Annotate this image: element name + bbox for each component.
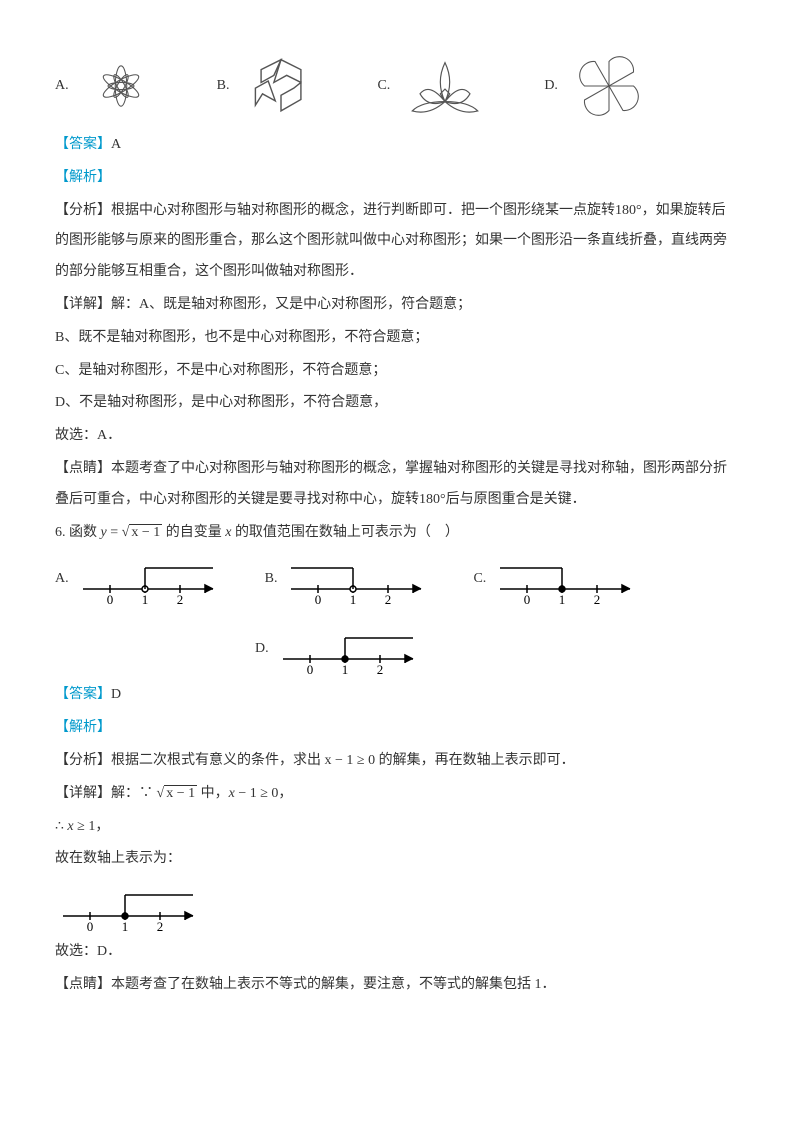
q6-answer: 【答案】D [55, 680, 739, 711]
svg-text:0: 0 [524, 592, 531, 604]
q5-fenxi: 【分析】根据中心对称图形与轴对称图形的概念，进行判断即可．把一个图形绕某一点旋转… [55, 196, 739, 288]
q5-option-B: B. [217, 54, 318, 118]
q5-option-C: C. [377, 54, 484, 118]
q5-lineB: B、既不是轴对称图形，也不是中心对称图形，不符合题意； [55, 323, 739, 354]
option-label: D. [255, 634, 269, 665]
option-label: D. [544, 71, 558, 102]
q6-options: A. 0 1 2 B. 0 1 2 [55, 554, 739, 674]
answer-label: 【答案】 [55, 137, 111, 152]
numberline-A-icon: 0 1 2 [75, 554, 225, 604]
q6-solution-numberline: 0 1 2 [55, 881, 739, 931]
q5-xiangjie: 【详解】解：A、既是轴对称图形，又是中心对称图形，符合题意； [55, 290, 739, 321]
q5-dianjing: 【点睛】本题考查了中心对称图形与轴对称图形的概念，掌握轴对称图形的关键是寻找对称… [55, 454, 739, 516]
flower-icon [85, 50, 157, 122]
q6-guxuan: 故选：D． [55, 937, 739, 968]
svg-text:0: 0 [106, 592, 113, 604]
q6-option-B: B. 0 1 2 [265, 554, 434, 604]
q5-guxuan: 故选：A． [55, 421, 739, 452]
svg-text:0: 0 [87, 919, 94, 931]
svg-text:1: 1 [341, 662, 348, 674]
svg-text:1: 1 [122, 919, 129, 931]
option-label: A. [55, 71, 69, 102]
q6-numline-text: 故在数轴上表示为： [55, 844, 739, 875]
option-label: B. [217, 71, 230, 102]
svg-text:1: 1 [350, 592, 357, 604]
q6-analysis-label: 【解析】 [55, 713, 739, 744]
svg-text:2: 2 [594, 592, 601, 604]
option-label: B. [265, 564, 278, 595]
svg-text:2: 2 [157, 919, 164, 931]
q6-option-C: C. 0 1 2 [473, 554, 642, 604]
svg-text:2: 2 [376, 662, 383, 674]
lotus-icon [406, 54, 484, 118]
q5-option-A: A. [55, 50, 157, 122]
q5-analysis-label: 【解析】 [55, 163, 739, 194]
answer-label: 【答案】 [55, 687, 111, 702]
q6-dianjing: 【点睛】本题考查了在数轴上表示不等式的解集，要注意，不等式的解集包括 1． [55, 970, 739, 1001]
q6-fenxi: 【分析】根据二次根式有意义的条件，求出 x − 1 ≥ 0 的解集，再在数轴上表… [55, 746, 739, 777]
q6-so: ∴ x ≥ 1， [55, 812, 739, 843]
q5-answer: 【答案】A [55, 130, 739, 161]
q6-option-A: A. 0 1 2 [55, 554, 225, 604]
svg-text:2: 2 [385, 592, 392, 604]
option-label: A. [55, 564, 69, 595]
q6-option-D: D. 0 1 2 [255, 624, 425, 674]
answer-text: D [111, 687, 121, 702]
svg-text:0: 0 [315, 592, 322, 604]
q5-option-D: D. [544, 51, 644, 121]
q5-options-row: A. B. C. [55, 50, 739, 122]
svg-text:2: 2 [176, 592, 183, 604]
recycle-hex-icon [245, 54, 317, 118]
option-label: C. [377, 71, 390, 102]
q6-xiangjie: 【详解】解：∵ √x − 1 中，x − 1 ≥ 0， [55, 779, 739, 810]
q5-lineD: D、不是轴对称图形，是中心对称图形，不符合题意， [55, 388, 739, 419]
q5-lineC: C、是轴对称图形，不是中心对称图形，不符合题意； [55, 356, 739, 387]
numberline-C-icon: 0 1 2 [492, 554, 642, 604]
numberline-solution-icon: 0 1 2 [55, 881, 205, 931]
option-label: C. [473, 564, 486, 595]
numberline-D-icon: 0 1 2 [275, 624, 425, 674]
q6-stem: 6. 函数 y = √x − 1 的自变量 x 的取值范围在数轴上可表示为（ ） [55, 518, 739, 549]
answer-text: A [111, 137, 121, 152]
numberline-B-icon: 0 1 2 [283, 554, 433, 604]
svg-text:1: 1 [141, 592, 148, 604]
svg-text:1: 1 [559, 592, 566, 604]
svg-text:0: 0 [306, 662, 313, 674]
pinwheel-icon [574, 51, 644, 121]
